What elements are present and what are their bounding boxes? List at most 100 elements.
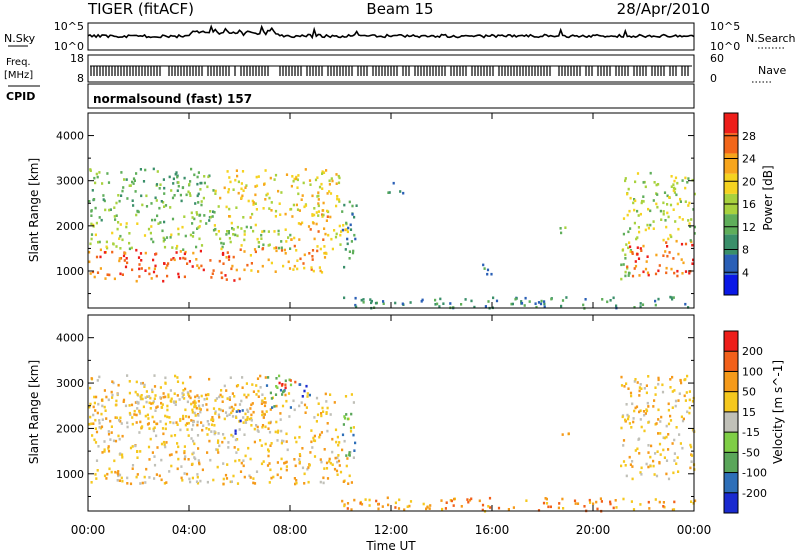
data-cell xyxy=(138,267,141,271)
data-cell xyxy=(238,420,241,423)
data-cell xyxy=(295,249,298,252)
data-cell xyxy=(280,191,283,194)
data-cell xyxy=(160,458,163,462)
colorbar-tick-label: 24 xyxy=(742,153,756,166)
data-cell xyxy=(126,421,129,425)
data-cell xyxy=(92,413,95,417)
data-cell xyxy=(539,302,543,306)
data-cell xyxy=(108,467,111,471)
data-cell xyxy=(544,497,547,500)
data-cell xyxy=(595,500,598,504)
data-cell xyxy=(137,402,140,405)
data-cell xyxy=(255,470,259,473)
data-cell xyxy=(351,204,354,208)
data-cell xyxy=(662,201,665,205)
data-cell xyxy=(316,176,319,179)
data-cell xyxy=(144,414,147,418)
data-cell xyxy=(131,180,134,184)
data-cell xyxy=(196,175,199,179)
data-cell xyxy=(185,193,188,197)
data-cell xyxy=(643,429,646,433)
data-cell xyxy=(663,191,667,194)
data-cell xyxy=(298,460,301,464)
data-cell xyxy=(268,207,271,210)
data-cell xyxy=(678,433,681,436)
data-cell xyxy=(242,189,245,192)
data-cell xyxy=(191,235,195,238)
data-cell xyxy=(118,237,121,240)
data-cell xyxy=(102,194,105,197)
data-cell xyxy=(265,410,268,413)
data-cell xyxy=(561,299,565,302)
data-cell xyxy=(137,256,141,259)
data-cell xyxy=(238,428,241,431)
data-cell xyxy=(271,406,274,409)
data-cell xyxy=(103,389,106,392)
data-cell xyxy=(299,222,302,226)
data-cell xyxy=(122,400,125,403)
data-cell xyxy=(625,403,628,406)
data-cell xyxy=(347,482,350,485)
data-cell xyxy=(326,422,329,425)
data-cell xyxy=(109,438,112,441)
data-cell xyxy=(170,258,173,261)
data-cell xyxy=(442,302,445,305)
data-cell xyxy=(97,402,100,406)
data-cell xyxy=(306,392,309,395)
data-cell xyxy=(295,481,298,485)
data-cell xyxy=(157,222,160,225)
data-cell xyxy=(230,405,233,409)
data-cell xyxy=(173,434,177,437)
data-cell xyxy=(667,237,670,241)
data-cell xyxy=(688,406,691,410)
data-region-0 xyxy=(88,392,355,486)
data-cell xyxy=(270,201,273,204)
data-cell xyxy=(138,410,141,414)
data-cell xyxy=(267,230,270,233)
data-cell xyxy=(189,375,192,379)
data-cell xyxy=(133,409,136,413)
data-cell xyxy=(92,422,95,425)
data-cell xyxy=(637,257,641,260)
data-cell xyxy=(638,386,641,389)
data-cell xyxy=(648,507,651,510)
data-cell xyxy=(250,269,253,272)
data-cell xyxy=(312,439,316,442)
data-cell xyxy=(663,436,666,440)
data-cell xyxy=(277,246,281,250)
data-cell xyxy=(152,400,155,403)
data-cell xyxy=(209,259,212,262)
data-cell xyxy=(183,215,186,218)
data-cell xyxy=(213,430,216,433)
data-cell xyxy=(232,255,235,259)
data-cell xyxy=(254,223,257,227)
data-cell xyxy=(277,429,280,433)
data-cell xyxy=(88,422,91,426)
data-cell xyxy=(623,385,626,388)
data-cell xyxy=(109,208,112,211)
data-cell xyxy=(360,502,364,506)
data-cell xyxy=(252,481,255,485)
data-cell xyxy=(189,396,192,400)
data-cell xyxy=(307,225,311,228)
colorbar-segment xyxy=(724,113,738,134)
data-cell xyxy=(149,396,152,400)
data-cell xyxy=(218,395,221,399)
data-cell xyxy=(226,251,229,254)
data-cell xyxy=(197,226,200,229)
data-cell xyxy=(642,410,646,413)
data-cell xyxy=(328,460,331,463)
data-cell xyxy=(428,507,431,510)
data-cell xyxy=(515,297,518,300)
data-cell xyxy=(156,405,159,408)
data-cell xyxy=(173,401,176,404)
data-cell xyxy=(262,243,265,247)
data-cell xyxy=(164,427,167,431)
data-cell xyxy=(295,203,298,207)
data-cell xyxy=(200,203,203,207)
data-cell xyxy=(331,437,334,441)
data-cell xyxy=(269,468,272,472)
data-cell xyxy=(149,437,152,441)
data-cell xyxy=(206,480,209,484)
data-cell xyxy=(639,418,642,421)
